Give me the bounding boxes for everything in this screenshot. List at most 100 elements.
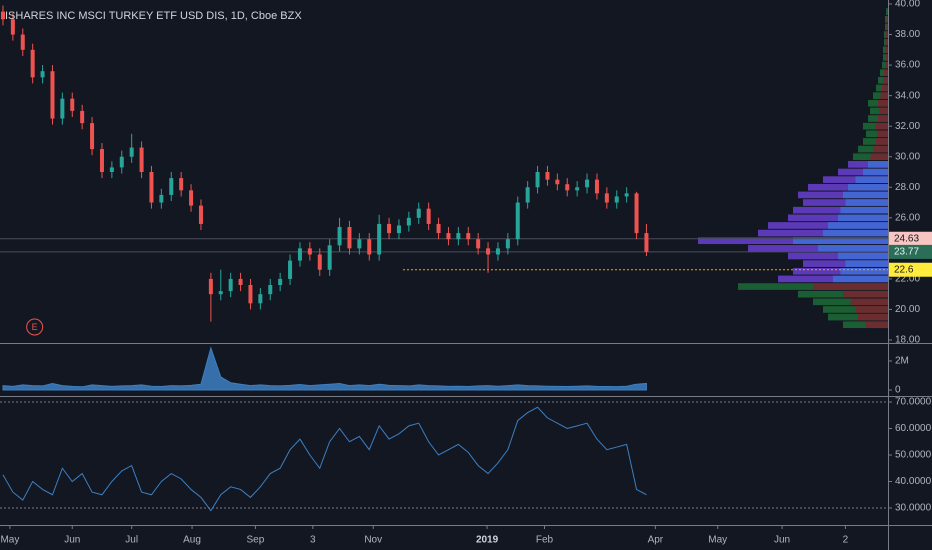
profile-bar-inner: [873, 145, 888, 153]
price-label-box: [889, 244, 932, 259]
candle-body: [189, 190, 194, 206]
candle-body: [367, 239, 372, 255]
price-label-box: [889, 231, 932, 246]
chart-title: ISHARES INC MSCI TURKEY ETF USD DIS, 1D,…: [5, 10, 302, 22]
profile-bar-inner: [840, 206, 888, 214]
profile-bar-inner: [884, 69, 888, 77]
candle-body: [169, 178, 174, 195]
candle-body: [159, 194, 164, 203]
y-tick-label: 60.0000: [895, 423, 932, 434]
y-tick-label: 32.00: [895, 121, 920, 132]
profile-bar-inner: [855, 306, 888, 313]
candle-body: [545, 172, 550, 180]
x-tick-label: Jun: [64, 535, 80, 546]
profile-bar-inner: [813, 283, 888, 290]
candle-body: [416, 208, 421, 218]
candle-body: [139, 147, 144, 172]
candle-body: [278, 278, 283, 286]
candle-body: [179, 178, 184, 191]
profile-bar-inner: [886, 15, 888, 23]
y-tick-label: 0: [895, 385, 901, 396]
y-tick-label: 26.00: [895, 212, 920, 223]
profile-bar-inner: [885, 54, 888, 61]
profile-bar-inner: [878, 115, 888, 122]
candle-body: [337, 226, 342, 246]
candle-body: [109, 167, 114, 172]
candle-body: [40, 71, 45, 78]
profile-bar-inner: [838, 252, 888, 260]
profile-bar-inner: [865, 321, 888, 329]
profile-bar-inner: [828, 222, 888, 229]
candle-body: [258, 294, 263, 304]
candle-body: [60, 98, 65, 119]
candle-body: [119, 156, 124, 168]
price-label-box: [889, 262, 932, 277]
profile-bar-inner: [882, 84, 888, 92]
candle-body: [495, 248, 500, 255]
candle-body: [624, 193, 629, 197]
candle-body: [614, 196, 619, 203]
x-tick-label: Jul: [125, 535, 138, 546]
candle-body: [70, 98, 75, 111]
y-tick-label: 30.00: [895, 151, 920, 162]
candle-body: [446, 233, 451, 240]
profile-bar-inner: [877, 130, 888, 138]
profile-bar-inner: [845, 199, 888, 206]
candle-body: [129, 147, 134, 157]
candle-body: [149, 172, 154, 203]
profile-bar-inner: [845, 260, 888, 267]
candle-body: [585, 179, 590, 188]
y-tick-label: 2M: [895, 356, 909, 367]
candle-body: [515, 202, 520, 240]
candle-body: [387, 223, 392, 234]
candle-body: [208, 278, 213, 295]
candle-body: [426, 208, 431, 224]
candle-body: [476, 239, 481, 249]
candle-body: [396, 225, 401, 234]
rsi-line: [2, 406, 647, 512]
y-tick-label: 28.00: [895, 182, 920, 193]
profile-bar-inner: [858, 313, 888, 321]
profile-bar-inner: [886, 38, 888, 46]
profile-bar-inner: [850, 298, 888, 306]
candle-body: [50, 71, 55, 119]
candle-body: [486, 248, 491, 255]
candle-body: [466, 233, 471, 240]
x-tick-label: Feb: [536, 535, 554, 546]
x-tick-label: Nov: [364, 535, 382, 546]
candle-body: [317, 254, 322, 270]
profile-bar-inner: [879, 107, 888, 115]
y-tick-label: 22.00: [895, 274, 920, 285]
y-tick-label: 70.0000: [895, 397, 932, 408]
candle-body: [307, 248, 312, 255]
x-tick-label: Jun: [774, 535, 790, 546]
x-tick-label: 2: [843, 535, 849, 546]
profile-bar-inner: [848, 183, 888, 191]
candle-body: [288, 260, 293, 279]
candle-body: [268, 285, 273, 295]
candle-body: [327, 245, 332, 270]
candle-body: [10, 19, 15, 35]
x-tick-label: 2019: [476, 535, 499, 546]
candle-body: [565, 184, 570, 191]
y-tick-label: 36.00: [895, 60, 920, 71]
profile-bar-inner: [793, 237, 888, 245]
candle-body: [297, 248, 302, 261]
profile-bar-inner: [875, 138, 888, 145]
price-label: 23.77: [894, 247, 919, 258]
x-tick-label: May: [708, 535, 727, 546]
x-tick-label: 3: [310, 535, 316, 546]
profile-bar-inner: [838, 214, 888, 222]
candle-body: [347, 226, 352, 249]
y-tick-label: 30.0000: [895, 503, 932, 514]
candle-body: [99, 149, 104, 172]
profile-bar-inner: [818, 245, 888, 252]
profile-bar-inner: [868, 161, 888, 168]
candle-body: [644, 233, 649, 252]
profile-bar-inner: [885, 61, 888, 69]
candle-body: [357, 239, 362, 249]
profile-bar-inner: [855, 176, 888, 183]
y-tick-label: 40.0000: [895, 476, 932, 487]
